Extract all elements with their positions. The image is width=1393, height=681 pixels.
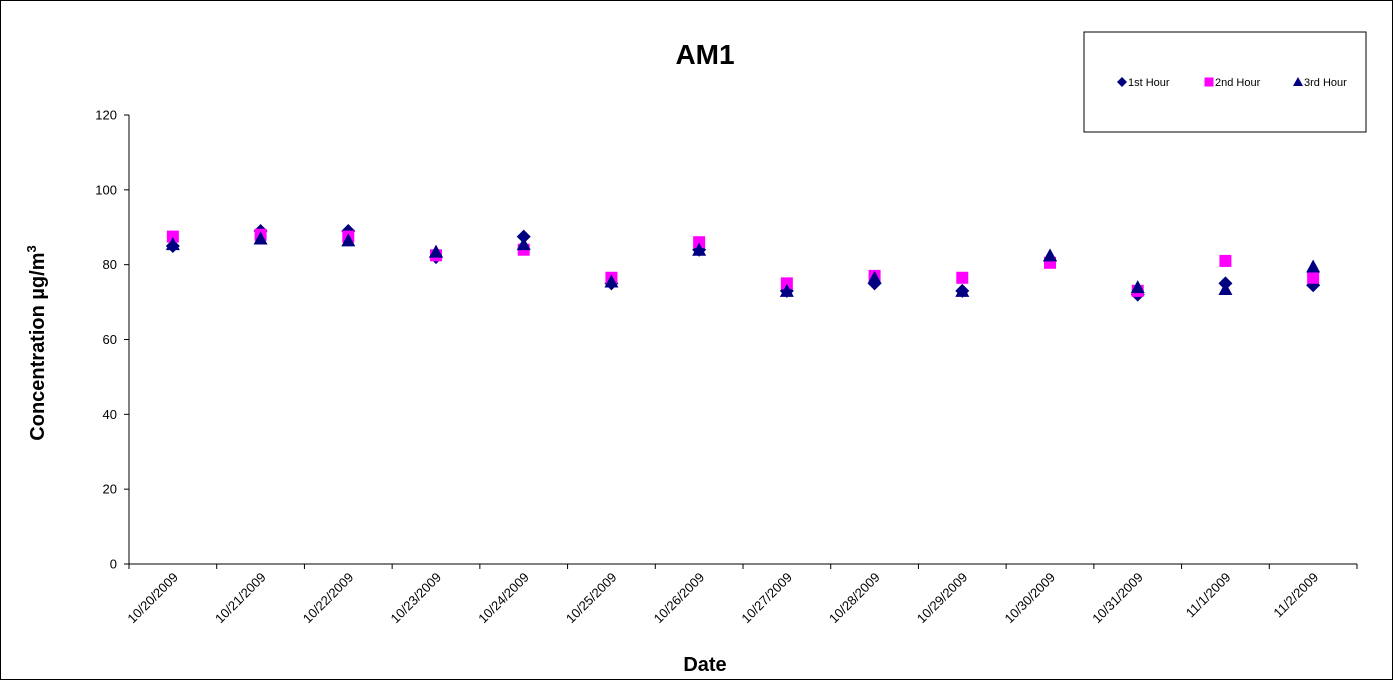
- y-axis-title-main: Concentration µg/m: [27, 253, 49, 441]
- y-tick-label: 100: [95, 182, 117, 197]
- triangle-point: [1218, 281, 1233, 295]
- x-tick-label: 10/23/2009: [387, 570, 444, 627]
- triangle-point: [429, 244, 443, 258]
- triangle-point: [1043, 248, 1057, 262]
- square-point: [166, 230, 179, 243]
- legend: 1st Hour 2nd Hour 3rd Hour: [1083, 31, 1367, 133]
- triangle-point: [692, 242, 707, 256]
- x-tick-label: 10/31/2009: [1089, 570, 1146, 627]
- x-tick-label: 10/22/2009: [300, 570, 357, 627]
- legend-label: 3rd Hour: [1304, 77, 1347, 89]
- series-2: [166, 228, 1320, 297]
- y-tick-label: 80: [103, 257, 117, 272]
- axes: [128, 115, 1357, 565]
- y-tick-label: 120: [95, 108, 117, 123]
- chart-title: AM1: [675, 39, 734, 70]
- y-axis-ticks: 0 20 40 60 80 100 120: [95, 108, 129, 572]
- x-tick-label: 10/30/2009: [1001, 570, 1058, 627]
- square-point: [780, 277, 793, 290]
- x-tick-label: 10/29/2009: [914, 570, 971, 627]
- square-point: [693, 236, 706, 249]
- y-tick-label: 20: [103, 482, 117, 497]
- x-tick-label: 10/25/2009: [563, 570, 620, 627]
- square-point: [1219, 254, 1232, 267]
- legend-label: 2nd Hour: [1215, 77, 1261, 89]
- x-tick-label: 10/27/2009: [738, 570, 795, 627]
- y-axis-title: Concentration µg/m3: [24, 245, 49, 440]
- y-tick-label: 40: [103, 407, 117, 422]
- triangle-point: [253, 231, 268, 245]
- x-axis-title: Date: [683, 654, 726, 676]
- triangle-point: [867, 270, 882, 284]
- square-point: [1307, 271, 1320, 284]
- x-tick-label: 10/24/2009: [475, 570, 532, 627]
- diamond-point: [516, 229, 531, 244]
- triangle-point: [779, 283, 794, 297]
- legend-diamond-marker: [1117, 77, 1127, 87]
- legend-triangle-marker: [1293, 77, 1303, 86]
- triangle-point: [1306, 259, 1321, 273]
- y-axis-title-superscript: 3: [24, 245, 39, 252]
- triangle-point: [955, 283, 970, 297]
- x-tick-label: 11/1/2009: [1183, 570, 1234, 621]
- x-tick-label: 10/21/2009: [212, 570, 269, 627]
- x-tick-label: 11/2/2009: [1270, 570, 1321, 621]
- x-axis-ticks: 10/20/2009 10/21/2009 10/22/2009 10/23/2009…: [124, 564, 1358, 627]
- triangle-point: [165, 237, 180, 251]
- triangle-point: [604, 274, 619, 288]
- x-tick-label: 10/28/2009: [826, 570, 883, 627]
- series-1: [165, 223, 1321, 302]
- legend-square-marker: [1204, 77, 1214, 87]
- y-tick-label: 60: [103, 332, 117, 347]
- triangle-point: [1130, 280, 1145, 294]
- legend-label: 1st Hour: [1128, 77, 1170, 89]
- y-tick-label: 0: [110, 557, 117, 572]
- triangle-point: [516, 237, 531, 251]
- triangle-point: [341, 233, 356, 247]
- square-point: [956, 271, 969, 284]
- data-points: [165, 223, 1321, 302]
- series-3: [165, 231, 1321, 297]
- x-tick-label: 10/20/2009: [124, 570, 181, 627]
- x-tick-label: 10/26/2009: [651, 570, 708, 627]
